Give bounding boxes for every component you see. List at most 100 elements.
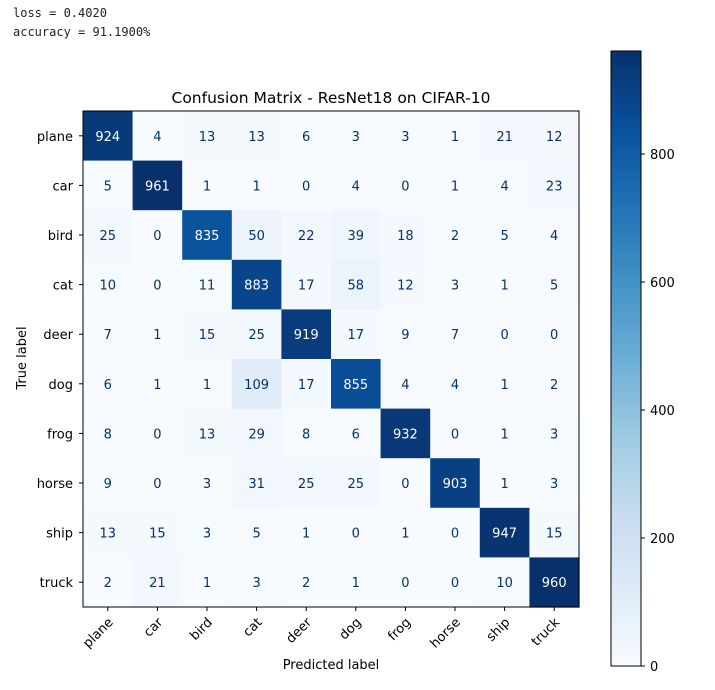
heatmap-cell-horse-frog [380, 458, 431, 509]
cell-value-label: 0 [153, 477, 161, 492]
cell-value-label: 0 [153, 427, 161, 442]
heatmap-cell-plane-cat [231, 111, 282, 162]
cell-value-label: 1 [401, 527, 409, 542]
cell-value-label: 3 [550, 477, 558, 492]
heatmap-cell-cat-deer [281, 259, 332, 310]
heatmap-cell-cat-frog [380, 259, 431, 310]
cell-value-label: 4 [352, 179, 360, 194]
y-tick-label-frog: frog [47, 427, 73, 442]
heatmap-cell-frog-deer [281, 408, 332, 459]
cell-value-label: 5 [500, 229, 508, 244]
cell-value-label: 50 [248, 229, 265, 244]
cell-value-label: 7 [104, 328, 112, 343]
heatmap-cell-dog-horse [430, 359, 481, 410]
cell-value-label: 25 [298, 477, 315, 492]
cell-value-label: 15 [199, 328, 216, 343]
cell-value-label: 6 [302, 130, 310, 145]
heatmap-cell-car-cat [231, 160, 282, 211]
heatmap-cell-deer-cat [231, 309, 282, 360]
heatmap-cell-deer-horse [430, 309, 481, 360]
cell-value-label: 0 [500, 328, 508, 343]
heatmap-cell-horse-car [132, 458, 183, 509]
cell-value-label: 11 [199, 279, 216, 294]
colorbar-tick-label: 200 [650, 532, 675, 547]
heatmap-cell-truck-ship [479, 557, 530, 608]
x-tick-label-dog: dog [337, 615, 365, 643]
heatmap-cell-ship-ship [479, 507, 530, 558]
y-tick-label-bird: bird [48, 229, 73, 244]
heatmap-cell-cat-bird [182, 259, 233, 310]
x-tick-label-deer: deer [283, 615, 315, 647]
heatmap-cell-bird-horse [430, 210, 481, 261]
cell-value-label: 932 [393, 427, 418, 442]
heatmap-cell-car-car [132, 160, 183, 211]
cell-value-label: 15 [546, 527, 563, 542]
cell-value-label: 0 [451, 427, 459, 442]
cell-value-label: 1 [203, 378, 211, 393]
y-tick-label-cat: cat [53, 279, 73, 294]
heatmap-cell-ship-dog [331, 507, 382, 558]
heatmap-cell-deer-dog [331, 309, 382, 360]
cell-value-label: 31 [248, 477, 265, 492]
cell-value-label: 0 [451, 576, 459, 591]
heatmap-cell-plane-horse [430, 111, 481, 162]
x-tick-label-ship: ship [484, 615, 514, 645]
cell-value-label: 6 [352, 427, 360, 442]
heatmap-cell-horse-deer [281, 458, 332, 509]
y-tick-label-dog: dog [49, 378, 73, 393]
cell-value-label: 9 [104, 477, 112, 492]
heatmap-cell-truck-horse [430, 557, 481, 608]
heatmap-cell-dog-bird [182, 359, 233, 410]
heatmap-cell-truck-frog [380, 557, 431, 608]
cell-value-label: 0 [401, 477, 409, 492]
heatmap-cell-bird-truck [529, 210, 580, 261]
cell-value-label: 10 [496, 576, 513, 591]
cell-value-label: 1 [302, 527, 310, 542]
heatmap-cell-bird-cat [231, 210, 282, 261]
heatmap-cell-cat-dog [331, 259, 382, 310]
heatmap-cell-car-horse [430, 160, 481, 211]
heatmap-cell-dog-truck [529, 359, 580, 410]
cell-value-label: 4 [401, 378, 409, 393]
heatmap-cell-dog-ship [479, 359, 530, 410]
heatmap-cell-dog-frog [380, 359, 431, 410]
heatmap-cell-plane-deer [281, 111, 332, 162]
heatmap-cell-truck-dog [331, 557, 382, 608]
heatmap-cell-car-bird [182, 160, 233, 211]
heatmap-cell-ship-plane [83, 507, 134, 558]
cell-value-label: 919 [294, 328, 319, 343]
heatmap-cell-car-truck [529, 160, 580, 211]
heatmap-cell-frog-truck [529, 408, 580, 459]
heatmap-cell-bird-frog [380, 210, 431, 261]
cell-value-label: 9 [401, 328, 409, 343]
heatmap-cell-plane-dog [331, 111, 382, 162]
x-axis-label: Predicted label [283, 658, 380, 673]
matrix-frame [82, 110, 580, 608]
cell-value-label: 0 [153, 229, 161, 244]
cell-value-label: 18 [397, 229, 414, 244]
heatmap-cell-cat-horse [430, 259, 481, 310]
cell-value-label: 1 [203, 576, 211, 591]
cell-value-label: 13 [199, 427, 216, 442]
heatmap-cell-truck-deer [281, 557, 332, 608]
y-tick-label-truck: truck [40, 576, 74, 591]
cell-value-label: 0 [451, 527, 459, 542]
cell-value-label: 835 [195, 229, 220, 244]
accuracy-text: accuracy = 91.1900% [13, 25, 151, 39]
heatmap-cell-frog-ship [479, 408, 530, 459]
cell-value-label: 1 [500, 279, 508, 294]
cell-value-label: 21 [149, 576, 166, 591]
cell-value-label: 3 [401, 130, 409, 145]
cell-value-label: 5 [550, 279, 558, 294]
x-tick-label-horse: horse [428, 615, 464, 651]
cell-value-label: 109 [244, 378, 269, 393]
cell-value-label: 3 [451, 279, 459, 294]
heatmap-cell-deer-truck [529, 309, 580, 360]
heatmap-cell-plane-truck [529, 111, 580, 162]
cell-value-label: 2 [451, 229, 459, 244]
heatmap-cell-bird-ship [479, 210, 530, 261]
cell-value-label: 13 [100, 527, 117, 542]
heatmap-cell-cat-plane [83, 259, 134, 310]
heatmap-cell-ship-car [132, 507, 183, 558]
cell-value-label: 0 [352, 527, 360, 542]
